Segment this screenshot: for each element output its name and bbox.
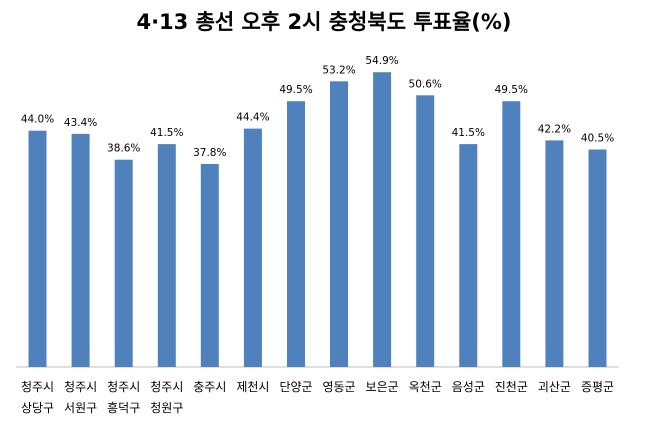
data-label: 49.5% [495, 84, 528, 96]
bar [28, 130, 47, 367]
bar [502, 101, 521, 367]
bar [459, 144, 478, 367]
x-tick-label: 제천시 [236, 379, 269, 394]
data-label: 49.5% [279, 84, 312, 96]
x-tick-label: 상당구 [21, 401, 54, 415]
bar [330, 81, 348, 368]
x-tick-label: 괴산군 [538, 380, 571, 394]
value-labels-group: 44.0% 43.4% 38.6% 41.5% 37.8% 44.4% 49.5% 53.2%… [21, 55, 614, 159]
data-label: 38.6% [107, 143, 140, 155]
x-tick-label: 청주시 [107, 380, 140, 394]
x-tick-label: 청주시 [64, 380, 97, 394]
x-tick-label: 증평군 [581, 380, 614, 394]
data-label: 41.5% [150, 127, 183, 139]
bar [71, 133, 90, 367]
data-label: 50.6% [409, 78, 442, 90]
x-tick-label: 청원구 [150, 401, 183, 415]
x-tick-label: 흥덕구 [107, 401, 140, 415]
x-tick-label: 음성군 [452, 380, 485, 394]
x-tick-label: 단양군 [279, 380, 312, 394]
bars-group [28, 72, 607, 368]
bar [200, 164, 219, 367]
x-tick-label: 충주시 [193, 380, 226, 394]
bar [157, 144, 176, 367]
data-label: 41.5% [452, 127, 485, 139]
x-tick-label: 청주시 [21, 380, 54, 394]
bar [287, 101, 305, 367]
x-tick-label: 서원구 [64, 401, 97, 415]
data-label: 54.9% [365, 55, 398, 67]
bar [114, 159, 133, 367]
x-tick-label: 영동군 [322, 380, 355, 394]
data-label: 53.2% [322, 64, 355, 76]
x-tick-label: 청주시 [150, 380, 183, 394]
data-label: 37.8% [193, 147, 226, 159]
data-label: 43.4% [64, 117, 97, 129]
x-tick-label: 옥천군 [409, 379, 442, 394]
bar [243, 128, 262, 367]
data-label: 44.4% [236, 112, 269, 124]
data-label: 44.0% [21, 114, 54, 126]
data-label: 40.5% [581, 133, 614, 145]
bar [416, 95, 435, 368]
data-label: 42.2% [538, 123, 571, 135]
bar [588, 149, 607, 367]
chart-title: 4·13 총선 오후 2시 충청북도 투표율(%) [136, 10, 512, 34]
bar [545, 140, 564, 367]
bar [373, 72, 392, 367]
x-tick-label: 보은군 [366, 380, 399, 394]
x-tick-label: 진천군 [495, 379, 528, 394]
